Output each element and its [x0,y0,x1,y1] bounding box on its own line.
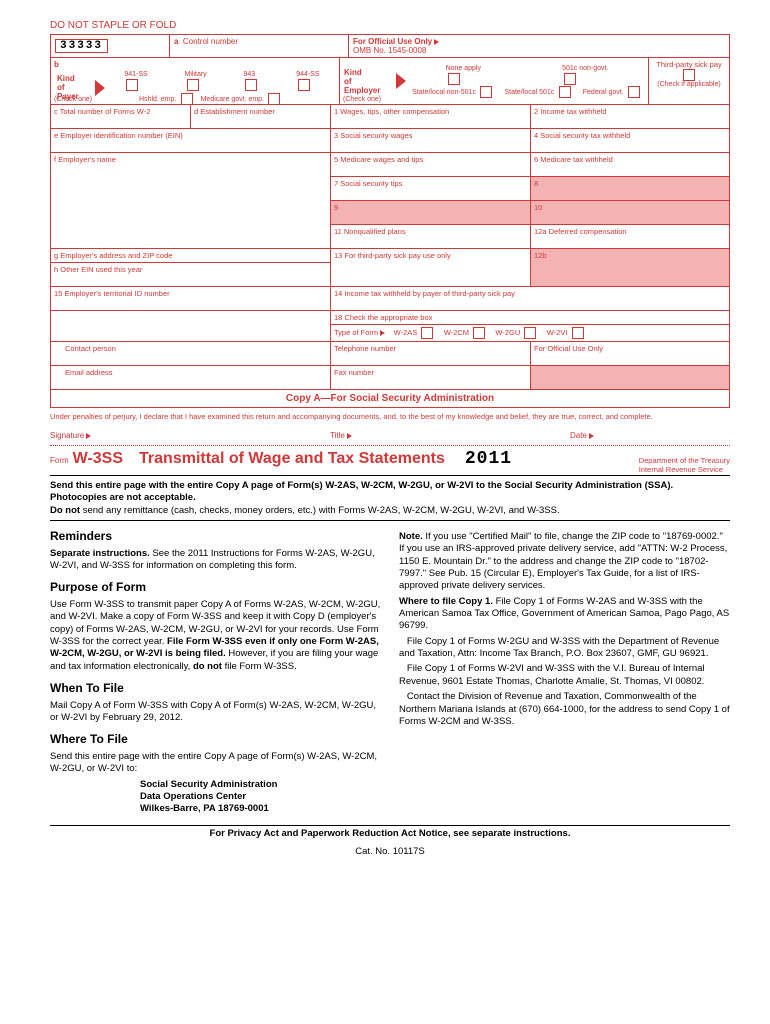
copy-a-label: Copy A—For Social Security Administratio… [50,390,730,408]
cat-no: Cat. No. 10117S [50,846,730,858]
checkbox-941ss[interactable] [126,79,138,91]
field-9: 9 [331,201,531,225]
field-7[interactable]: 7 Social security tips [331,177,531,201]
arrow-icon [396,73,406,89]
p-note: Note. If you use "Certified Mail" to fil… [399,531,730,593]
p-r3: File Copy 1 of Forms W-2VI and W-3SS wit… [399,663,730,688]
field-d[interactable]: d Establishment number [191,105,331,129]
title-line[interactable]: Title [330,431,570,445]
p-separate: Separate instructions. See the 2011 Inst… [50,548,381,573]
field-2[interactable]: 2 Income tax withheld [531,105,730,129]
address: Social Security Administration Data Oper… [140,779,381,816]
field-f[interactable]: f Employer's name [51,153,331,249]
field-10: 10 [531,201,730,225]
send-instruction: Send this entire page with the entire Co… [50,480,730,505]
p-purpose: Use Form W-3SS to transmit paper Copy A … [50,599,381,673]
no-staple-label: DO NOT STAPLE OR FOLD [50,20,730,31]
date-line[interactable]: Date [570,431,730,445]
main-grid: c Total number of Forms W-2 d Establishm… [50,104,730,390]
checkbox-w2cm[interactable] [473,327,485,339]
checkbox-military[interactable] [187,79,199,91]
heading-when: When To File [50,681,381,697]
checkbox-medicare[interactable] [268,93,280,105]
field-8: 8 [531,177,730,201]
form-title: Transmittal of Wage and Tax Statements [139,450,445,468]
field-14[interactable]: 14 Income tax withheld by payer of third… [331,287,730,311]
perjury-text: Under penalties of perjury, I declare th… [50,412,730,421]
p-r2: File Copy 1 of Forms W-2GU and W-3SS wit… [399,636,730,661]
kind-of-payer: b KindofPayer 941-SS Military 943 944-SS… [51,58,340,104]
checkbox-w2as[interactable] [421,327,433,339]
field-4[interactable]: 4 Social security tax withheld [531,129,730,153]
signature-line[interactable]: Signature [50,431,330,445]
checkbox-fedgovt[interactable] [628,86,640,98]
donot-instruction: Do not send any remittance (cash, checks… [50,505,730,517]
p-when: Mail Copy A of Form W-3SS with Copy A of… [50,700,381,725]
privacy-notice: For Privacy Act and Paperwork Reduction … [50,828,730,840]
heading-reminders: Reminders [50,529,381,545]
type-of-form: Type of Form W-2AS W-2CM W-2GU W-2VI [331,325,730,342]
checkbox-w2gu[interactable] [524,327,536,339]
checkbox-943[interactable] [245,79,257,91]
field-fax[interactable]: Fax number [331,366,531,390]
p-where: Send this entire page with the entire Co… [50,751,381,776]
checkbox-thirdparty[interactable] [683,69,695,81]
field-official-only: For Official Use Only [531,342,730,366]
field-c[interactable]: c Total number of Forms W-2 [51,105,191,129]
field-h[interactable]: h Other EIN used this year [51,263,331,287]
field-11[interactable]: 11 Nonqualified plans [331,225,531,249]
field-contact[interactable]: Contact person [51,342,331,366]
field-phone[interactable]: Telephone number [331,342,531,366]
form-number-box: 33333 [51,35,170,57]
checkbox-hshld[interactable] [181,93,193,105]
checkbox-none[interactable] [448,73,460,85]
field-12a[interactable]: 12a Deferred compensation [531,225,730,249]
heading-where: Where To File [50,732,381,748]
checkbox-944ss[interactable] [298,79,310,91]
field-5[interactable]: 5 Medicare wages and tips [331,153,531,177]
field-15[interactable]: 15 Employer's territorial ID number [51,287,331,311]
field-18: 18 Check the appropriate box [331,311,730,325]
checkbox-501c[interactable] [564,73,576,85]
dept-label: Department of the TreasuryInternal Reven… [639,456,730,474]
checkbox-w2vi[interactable] [572,327,584,339]
p-wherecopy1: Where to file Copy 1. File Copy 1 of For… [399,596,730,633]
third-party-box: Third-party sick pay (Check if applicabl… [649,58,729,104]
checkbox-statelocal[interactable] [480,86,492,98]
form-name: W-3SS [73,450,123,468]
field-13[interactable]: 13 For third-party sick pay use only [331,249,531,287]
form-year: 2011 [465,449,512,469]
box-a: a Control number [170,35,349,57]
checkbox-sl501c[interactable] [559,86,571,98]
field-g[interactable]: g Employer's address and ZIP code [51,249,331,263]
field-6[interactable]: 6 Medicare tax withheld [531,153,730,177]
arrow-icon [95,80,105,96]
heading-purpose: Purpose of Form [50,580,381,596]
field-email[interactable]: Email address [51,366,331,390]
kind-of-employer: KindofEmployer None apply 501c non-govt.… [340,58,649,104]
form-label: Form [50,456,69,465]
field-3[interactable]: 3 Social security wages [331,129,531,153]
p-r4: Contact the Division of Revenue and Taxa… [399,691,730,728]
field-1[interactable]: 1 Wages, tips, other compensation [331,105,531,129]
official-use-box: For Official Use Only OMB No. 1545-0008 [349,35,729,57]
field-e[interactable]: e Employer identification number (EIN) [51,129,331,153]
field-12b: 12b [531,249,730,287]
